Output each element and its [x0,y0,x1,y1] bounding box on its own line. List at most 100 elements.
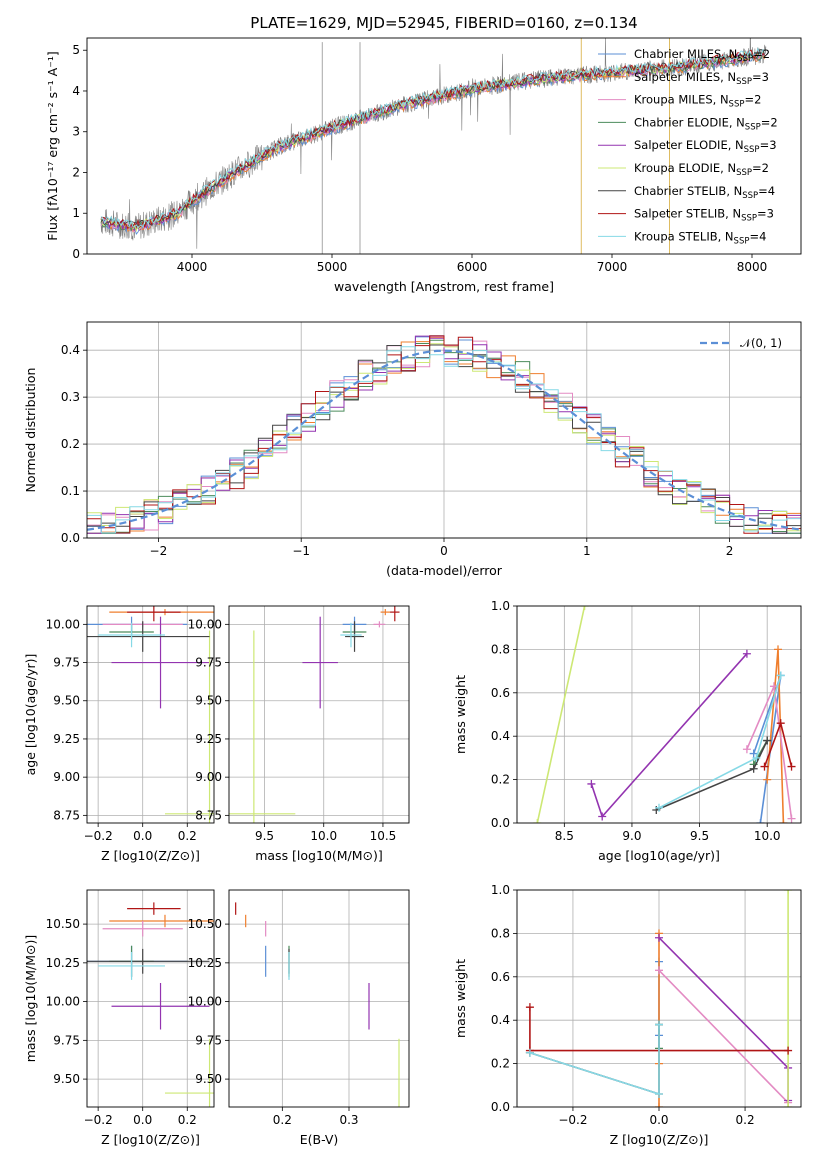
weight-marker [742,745,751,754]
y-tick-label: 0.0 [491,1100,510,1114]
weight-marker [655,1103,663,1107]
legend-label: Salpeter MILES, NSSP=3 [634,70,769,87]
y-tick-label: 10.00 [46,995,80,1009]
plot-age-vs-mass [229,606,400,823]
frame-spectrum [86,37,802,255]
y-tick-label: 10.00 [188,617,222,631]
y-tick-label: 0.2 [491,773,510,787]
x-axis-label: E(B-V) [300,1132,339,1147]
frame-mass-vs-ebv [228,889,410,1108]
x-tick-label: 9.0 [622,829,641,843]
y-tick-label: 9.75 [53,1033,80,1047]
x-tick-label: 0 [440,544,448,558]
weight-line [536,606,586,823]
plot-mass-vs-Z [87,902,214,1107]
axes-age-vs-Z: −0.2 0.0 0.2 8.75 9.00 9.25 9.50 9.75 10.00 Z [lo… [23,606,214,863]
x-axis-label: Z [log10(Z/Z⊙)] [101,1132,200,1147]
weight-marker [774,645,783,654]
plot-weight-vs-age [533,606,796,823]
y-tick-label: 4 [72,84,80,98]
weight-marker [749,764,758,773]
frame-age-vs-mass [228,605,410,824]
y-tick-label: 5 [72,43,80,57]
axes-residuals: −2 −1 0 1 2 0.0 0.1 0.2 0.3 0.4 (data-model)/error… [23,322,801,578]
y-tick-label: 8.75 [195,808,222,822]
y-axis-label: Normed distribution [23,368,38,493]
weight-marker [655,966,663,975]
y-tick-label: 1.0 [491,883,510,897]
y-tick-label: 2 [72,165,80,179]
y-tick-label: 1 [72,206,80,220]
figure-title: PLATE=1629, MJD=52945, FIBERID=0160, z=0… [250,14,637,32]
x-tick-label: 0.2 [178,829,197,843]
weight-marker [598,812,607,821]
weight-marker [776,719,785,728]
weight-line [658,675,782,809]
weight-marker [760,762,769,771]
y-axis-label: mass weight [453,959,468,1038]
frame-weight-vs-Z [516,889,802,1108]
plot-residuals [87,335,801,534]
weight-marker [525,1048,534,1057]
frame-weight-vs-age [516,605,802,824]
weight-line [655,740,768,811]
y-tick-label: 10.25 [188,956,222,970]
x-tick-label: 1 [583,544,591,558]
y-tick-label: 3 [72,125,80,139]
y-tick-label: 10.50 [46,917,80,931]
weight-marker [769,682,778,691]
weight-marker [752,753,761,762]
y-tick-label: 0.6 [491,686,510,700]
weight-marker [655,1020,663,1029]
axes-mass-vs-Z: −0.2 0.0 0.2 9.50 9.75 10.00 10.25 10.50 Z [log1… [23,890,214,1147]
legend-label: Chabrier MILES, NSSP=2 [634,47,770,64]
x-tick-label: 4000 [177,260,208,274]
weight-marker [763,736,772,745]
x-tick-label: −0.2 [84,829,113,843]
y-axis-label: mass weight [453,675,468,754]
histogram-step-salpeter-stelib [87,335,801,534]
weight-line [658,969,789,1104]
y-tick-label: 10.00 [188,995,222,1009]
plot-age-vs-Z [87,606,214,823]
y-tick-label: 0.4 [491,1013,510,1027]
y-tick-label: 9.75 [195,656,222,670]
x-tick-label: 10.0 [754,829,781,843]
x-tick-label: 8.5 [555,829,574,843]
y-tick-label: 0.8 [491,642,510,656]
weight-marker [787,814,796,823]
weight-marker [776,671,785,680]
y-tick-label: 9.50 [53,1072,80,1086]
y-axis-label: age [log10(age/yr)] [23,654,38,776]
weight-marker [784,1103,793,1107]
x-tick-label: 0.3 [339,1113,358,1127]
y-tick-label: 9.50 [195,1072,222,1086]
y-tick-label: 0.0 [61,531,80,545]
y-tick-label: 0.6 [491,970,510,984]
legend-label: Kroupa MILES, NSSP=2 [634,93,761,110]
normal-curve [87,349,801,531]
x-tick-label: 0.0 [649,1113,668,1127]
y-tick-label: 10.00 [46,617,80,631]
weight-marker [784,890,793,894]
weight-marker [787,762,796,771]
y-tick-label: 0.2 [491,1057,510,1071]
x-tick-label: 5000 [317,260,348,274]
y-tick-label: 0.3 [61,390,80,404]
x-axis-label: wavelength [Angstrom, rest frame] [334,279,554,294]
x-tick-label: 7000 [597,260,628,274]
frame-residuals [86,321,802,539]
y-tick-label: 10.25 [46,956,80,970]
weight-marker [587,779,596,788]
y-tick-label: 0.1 [61,484,80,498]
x-tick-label: −1 [292,544,310,558]
x-tick-label: 0.0 [133,1113,152,1127]
legend-label: 𝒩(0, 1) [740,336,782,350]
y-tick-label: 1.0 [491,599,510,613]
axes-weight-vs-age: 8.5 9.0 9.5 10.0 0.0 0.2 0.4 0.6 0.8 1.0 age [log1… [453,599,801,863]
x-axis-label: Z [log10(Z/Z⊙)] [101,848,200,863]
weight-marker [742,649,751,658]
x-tick-label: 9.5 [690,829,709,843]
legend-label: Kroupa ELODIE, NSSP=2 [634,161,769,178]
